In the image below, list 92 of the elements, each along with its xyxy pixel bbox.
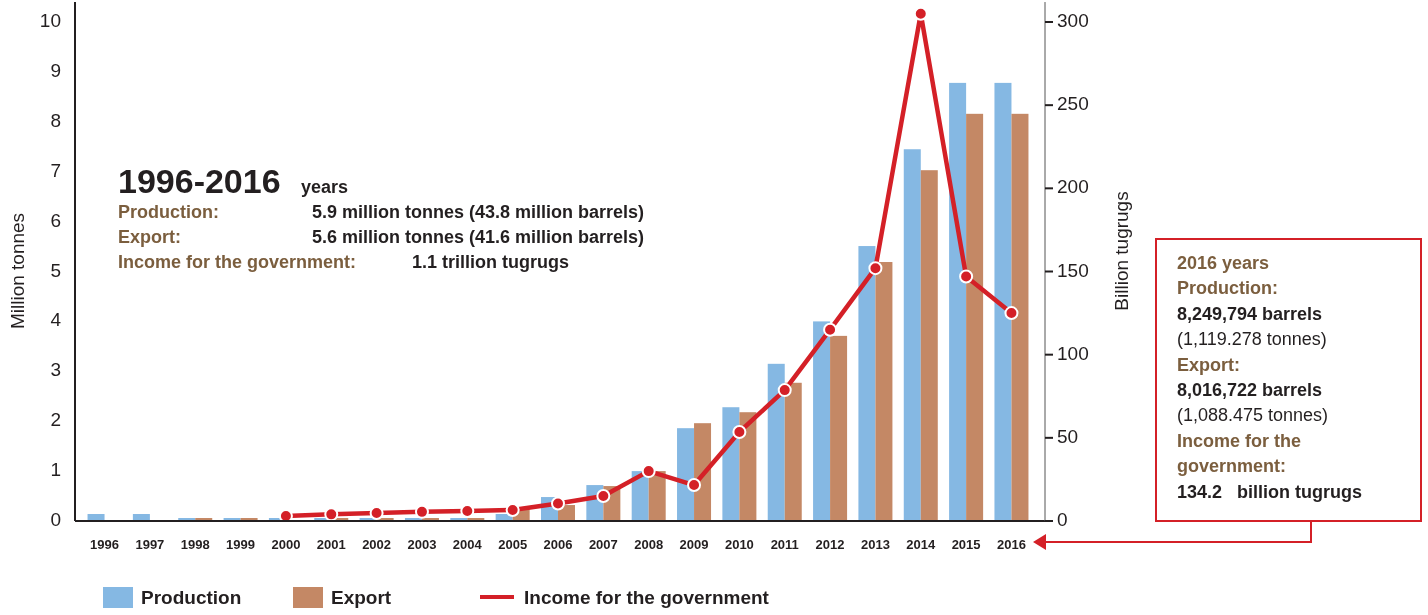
y2-tick-label: 200: [1057, 176, 1089, 198]
x-tick-label: 2007: [588, 537, 618, 552]
point: [868, 261, 883, 276]
x-tick-label: 1998: [180, 537, 210, 552]
bar: [920, 170, 938, 521]
bar: [722, 407, 740, 521]
annotation: years: [301, 177, 349, 197]
point: [505, 503, 520, 518]
y-tick-label: 4: [50, 309, 62, 331]
legend-label: Income for the government: [524, 587, 770, 608]
x-tick-label: 2013: [860, 537, 890, 552]
bar: [767, 363, 785, 521]
text: (1,088.475 tonnes): [1177, 405, 1329, 425]
bar: [677, 428, 695, 521]
point: [687, 478, 702, 493]
point: [641, 464, 656, 479]
point: [414, 504, 429, 519]
y-tick-label: 1: [50, 459, 61, 481]
text: Production:: [1177, 278, 1278, 298]
x-tick-label: 1999: [226, 537, 256, 552]
y-tick-label: 10: [39, 10, 61, 32]
point: [823, 322, 838, 337]
bar: [903, 149, 921, 521]
x-tick-label: 2010: [724, 537, 754, 552]
y-tick-label: 2: [50, 409, 61, 431]
text: Export:: [1177, 355, 1240, 375]
x-tick-label: 2008: [634, 537, 664, 552]
x-tick-label: 2016: [997, 537, 1026, 552]
point: [777, 383, 792, 398]
point: [1004, 306, 1019, 321]
point: [596, 489, 611, 504]
text: (1,119.278 tonnes): [1177, 329, 1327, 349]
bar: [739, 412, 757, 521]
y-tick-label: 7: [50, 159, 61, 181]
bar: [830, 335, 848, 521]
y2-tick-label: 150: [1057, 259, 1089, 281]
x-tick-label: 2014: [906, 537, 936, 552]
y-tick-label: 0: [50, 509, 61, 531]
x-tick-label: 2006: [543, 537, 573, 552]
y-tick-label: 9: [50, 59, 61, 81]
point: [913, 6, 928, 21]
point: [732, 425, 747, 440]
x-tick-label: 2004: [452, 537, 483, 552]
x-tick-label: 2009: [679, 537, 709, 552]
y-tick-label: 8: [50, 109, 61, 131]
bar: [966, 113, 984, 521]
annotation: 1996-2016: [118, 162, 281, 200]
y-tick-label: 6: [50, 209, 61, 231]
text: Income for the: [1177, 431, 1302, 451]
annotation: Income for the government:: [118, 252, 357, 272]
legend-label: Production: [141, 587, 242, 608]
x-tick-label: 2001: [316, 537, 346, 552]
text: government:: [1177, 456, 1287, 476]
y2-tick-label: 100: [1057, 342, 1089, 364]
y2-tick-label: 50: [1057, 425, 1079, 447]
x-tick-label: 2003: [407, 537, 437, 552]
y2-tick-label: 0: [1057, 509, 1068, 531]
annotation: 1.1 trillion tugrugs: [412, 252, 570, 272]
x-tick-label: 2000: [271, 537, 301, 552]
y-tick-label: 5: [50, 259, 61, 281]
annotation: 5.9 million tonnes (43.8 million barrels): [312, 202, 645, 222]
x-tick-label: 2005: [498, 537, 528, 552]
bar: [994, 82, 1012, 521]
legend-label: Export: [331, 587, 392, 608]
text: 8,249,794 barrels: [1177, 304, 1323, 324]
point: [369, 506, 384, 521]
x-tick-label: 2015: [951, 537, 981, 552]
bar: [858, 246, 876, 521]
text: 134.2 billion tugrugs: [1177, 482, 1363, 502]
bar: [949, 82, 967, 521]
bar: [875, 262, 893, 521]
point: [324, 507, 339, 522]
text: 8,016,722 barrels: [1177, 380, 1323, 400]
bar: [784, 382, 802, 521]
x-tick-label: 2011: [770, 537, 799, 552]
bar: [813, 321, 831, 521]
x-tick-label: 1996: [90, 537, 119, 552]
annotation: Export:: [118, 227, 181, 247]
y2-axis-title: Billion tugrugs: [1111, 191, 1132, 311]
annotation: 5.6 million tonnes (41.6 million barrels): [312, 227, 645, 247]
x-tick-label: 2002: [362, 537, 392, 552]
bar: [1011, 113, 1029, 521]
text: 2016 years: [1177, 253, 1270, 273]
x-tick-label: 2012: [815, 537, 845, 552]
annotation: Production:: [118, 202, 219, 222]
point: [959, 269, 974, 284]
y2-tick-label: 250: [1057, 93, 1089, 115]
y-tick-label: 3: [50, 359, 61, 381]
x-tick-label: 1997: [135, 537, 165, 552]
point: [551, 496, 565, 511]
y2-tick-label: 300: [1057, 10, 1089, 32]
y-axis-title: Million tonnes: [7, 212, 28, 330]
